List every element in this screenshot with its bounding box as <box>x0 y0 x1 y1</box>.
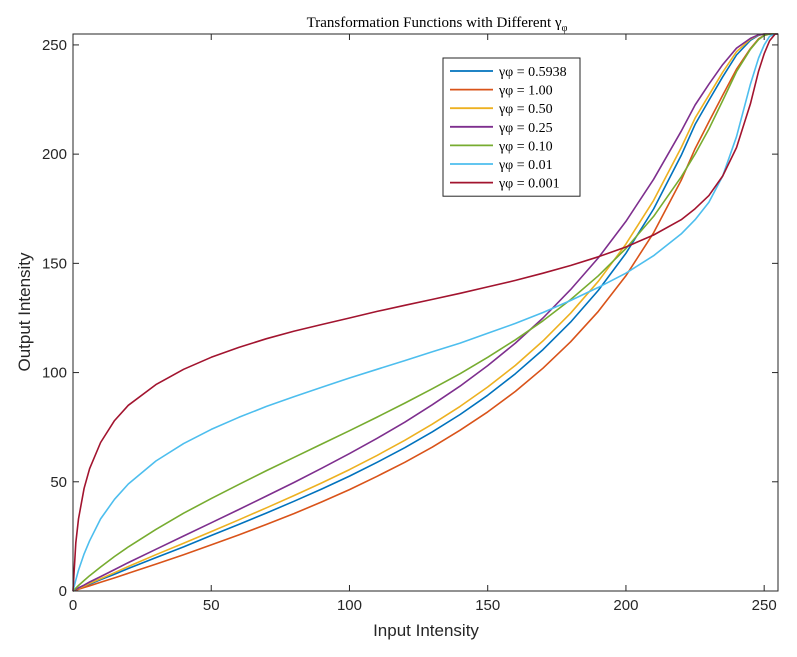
legend-label: γφ = 0.001 <box>498 177 560 192</box>
legend-label: γφ = 0.10 <box>498 139 553 154</box>
y-tick-label: 250 <box>42 37 67 54</box>
plot-area <box>73 34 778 591</box>
x-tick-label: 100 <box>337 597 362 614</box>
ticks-layer: 0 50 100 150 200 250 0 50 100 150 200 250 <box>42 34 778 614</box>
series-line-6 <box>72 33 778 592</box>
x-axis-label: Input Intensity <box>373 621 479 640</box>
legend: γφ = 0.5938 γφ = 1.00 γφ = 0.50 γφ = 0.25 γφ… <box>442 57 581 197</box>
series-line-3 <box>72 33 778 592</box>
y-tick-label: 100 <box>42 365 67 382</box>
x-tick-label: 50 <box>203 597 220 614</box>
y-axis-label: Output Intensity <box>15 252 34 372</box>
y-tick-label: 150 <box>42 255 67 272</box>
series-line-1 <box>72 33 778 592</box>
y-tick-label: 0 <box>59 583 67 600</box>
chart-title: Transformation Functions with Different … <box>307 15 568 34</box>
legend-label: γφ = 0.50 <box>498 102 553 117</box>
y-tick-label: 200 <box>42 146 67 163</box>
x-tick-label: 200 <box>613 597 638 614</box>
legend-label: γφ = 0.25 <box>498 121 553 136</box>
series-line-7 <box>72 33 778 592</box>
legend-label: γφ = 1.00 <box>498 84 553 99</box>
axes-frame <box>72 33 779 592</box>
y-tick-label: 50 <box>50 474 67 491</box>
x-tick-label: 150 <box>475 597 500 614</box>
series-line-2 <box>72 33 778 592</box>
legend-label: γφ = 0.01 <box>498 158 553 173</box>
x-tick-label: 250 <box>752 597 777 614</box>
series-layer <box>72 33 778 592</box>
legend-label: γφ = 0.5938 <box>498 65 567 80</box>
x-tick-label: 0 <box>69 597 77 614</box>
chart-title-main: Transformation Functions with Different … <box>307 15 562 31</box>
series-line-4 <box>72 33 778 592</box>
series-line-5 <box>72 33 778 592</box>
chart-title-subscript: φ <box>562 23 568 34</box>
